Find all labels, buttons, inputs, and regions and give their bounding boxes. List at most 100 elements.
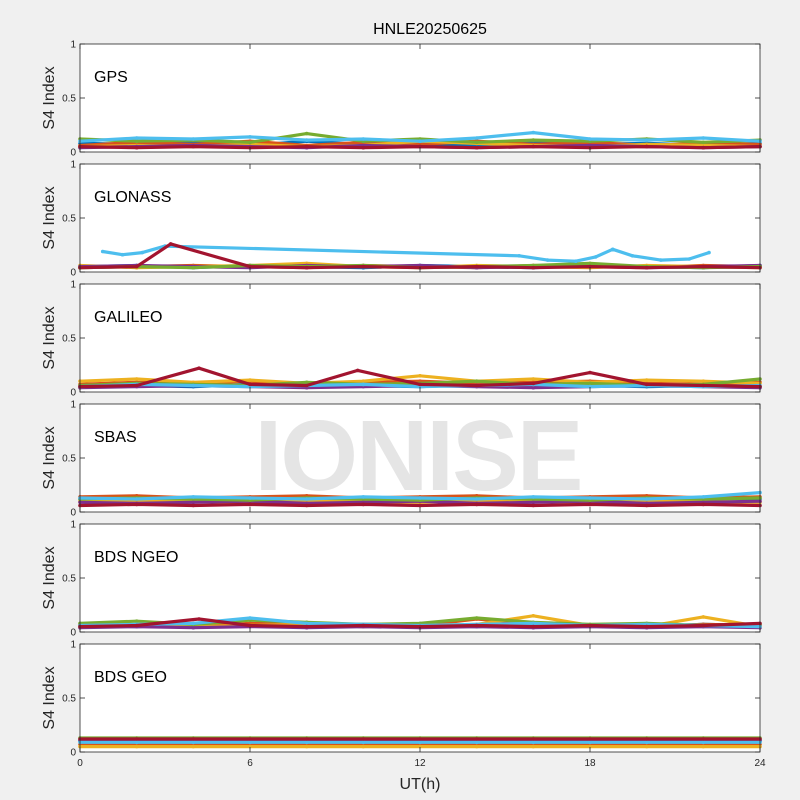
data-point <box>474 616 479 620</box>
data-point <box>418 737 422 741</box>
x-tick-label: 12 <box>414 758 426 769</box>
data-point <box>588 381 592 386</box>
data-point <box>418 144 422 149</box>
data-point <box>418 139 422 143</box>
panel-label: GPS <box>94 69 128 86</box>
data-point <box>304 383 309 388</box>
data-point <box>701 264 706 269</box>
data-point <box>418 503 422 508</box>
data-point <box>474 744 479 749</box>
x-tick-label: 6 <box>247 758 253 769</box>
y-tick-label: 1 <box>70 160 76 171</box>
data-point <box>644 378 649 382</box>
data-point <box>191 621 196 626</box>
data-point <box>644 144 649 149</box>
data-point <box>304 737 309 741</box>
data-point <box>531 144 536 149</box>
plot-area <box>80 404 760 512</box>
data-point <box>361 145 366 150</box>
data-point <box>474 737 479 741</box>
data-point <box>531 503 536 508</box>
data-point <box>588 623 592 628</box>
panel-sbas: 0 0.5 1 SBAS S4 Index <box>41 400 762 519</box>
y-tick-label: 0 <box>70 268 76 279</box>
data-point <box>474 145 479 150</box>
data-point <box>588 496 592 500</box>
data-point <box>531 381 536 386</box>
data-point <box>517 254 521 258</box>
data-point <box>361 379 366 384</box>
data-point <box>531 385 536 390</box>
data-point <box>644 737 649 741</box>
data-point <box>531 265 536 270</box>
data-point <box>304 497 309 501</box>
data-point <box>531 744 536 749</box>
data-point <box>418 496 422 500</box>
data-point <box>248 496 252 500</box>
data-point <box>531 624 536 629</box>
y-tick-label: 1 <box>70 400 76 411</box>
panel-label: BDS NGEO <box>94 549 178 566</box>
data-point <box>304 138 309 142</box>
y-tick-label: 0.5 <box>62 94 76 105</box>
data-point <box>701 379 706 384</box>
data-point <box>304 503 309 508</box>
data-point <box>134 623 139 628</box>
x-axis-ticks: 0 6 12 18 24 <box>77 758 766 769</box>
data-point <box>361 264 366 269</box>
data-point <box>588 744 592 749</box>
data-point <box>588 261 592 266</box>
data-point <box>588 502 592 507</box>
data-point <box>644 744 649 749</box>
data-point <box>304 621 309 626</box>
data-point <box>134 740 139 745</box>
data-point <box>361 502 366 507</box>
data-point <box>701 140 706 145</box>
data-point <box>304 744 309 749</box>
data-point <box>531 138 536 142</box>
data-point <box>701 383 706 388</box>
y-axis-label: S4 Index <box>41 666 58 729</box>
data-point <box>361 382 366 387</box>
data-point <box>531 740 536 745</box>
data-point <box>304 131 309 136</box>
data-point <box>361 740 366 745</box>
data-point <box>120 252 125 257</box>
data-point <box>531 500 536 505</box>
data-point <box>474 383 479 388</box>
data-point <box>701 623 706 628</box>
data-point <box>701 502 706 507</box>
data-point <box>191 740 196 745</box>
data-point <box>361 623 366 628</box>
data-point <box>531 621 536 626</box>
panels: 0 0.5 1 GPS S4 Index 0 0.5 1 GLONASS S4 Index 0 0.5… <box>41 40 762 759</box>
data-point <box>701 615 706 619</box>
data-point <box>248 382 252 387</box>
plot-area <box>80 164 760 272</box>
data-point <box>474 623 479 628</box>
data-point <box>531 495 536 499</box>
watermark: IONISE <box>255 400 582 512</box>
y-tick-label: 0 <box>70 628 76 639</box>
data-point <box>248 140 252 145</box>
y-tick-label: 0.5 <box>62 574 76 585</box>
panel-label: SBAS <box>94 429 137 446</box>
data-point <box>701 495 706 499</box>
data-point <box>100 249 105 254</box>
data-point <box>687 257 691 261</box>
y-tick-label: 0.5 <box>62 334 76 345</box>
data-point <box>588 384 592 389</box>
data-point <box>191 503 196 508</box>
y-tick-label: 1 <box>70 40 76 51</box>
y-tick-label: 1 <box>70 520 76 531</box>
data-point <box>140 250 145 255</box>
data-point <box>134 497 139 501</box>
x-tick-label: 0 <box>77 758 83 769</box>
data-point <box>197 366 201 371</box>
panel-label: GALILEO <box>94 309 162 326</box>
data-point <box>304 265 309 270</box>
data-point <box>134 619 139 623</box>
data-point <box>644 503 649 508</box>
data-point <box>418 382 422 387</box>
